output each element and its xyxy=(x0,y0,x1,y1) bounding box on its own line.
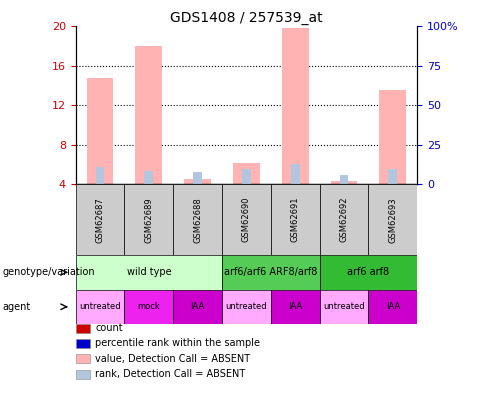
Bar xyxy=(124,184,173,255)
Text: untreated: untreated xyxy=(225,302,267,311)
Bar xyxy=(124,290,173,324)
Text: untreated: untreated xyxy=(323,302,365,311)
Bar xyxy=(184,179,211,184)
Text: IAA: IAA xyxy=(288,302,303,311)
Bar xyxy=(388,169,397,184)
Bar xyxy=(320,255,417,290)
Text: IAA: IAA xyxy=(190,302,205,311)
Bar xyxy=(144,171,153,184)
Bar xyxy=(368,184,417,255)
Title: GDS1408 / 257539_at: GDS1408 / 257539_at xyxy=(170,11,323,25)
Text: arf6 arf8: arf6 arf8 xyxy=(347,267,389,277)
Bar xyxy=(320,290,368,324)
Text: GSM62691: GSM62691 xyxy=(291,197,300,243)
Text: wild type: wild type xyxy=(126,267,171,277)
Bar xyxy=(87,78,114,184)
Bar xyxy=(173,184,222,255)
Text: IAA: IAA xyxy=(386,302,400,311)
Bar xyxy=(380,90,407,184)
Bar xyxy=(136,46,163,184)
Text: percentile rank within the sample: percentile rank within the sample xyxy=(95,339,260,348)
Bar xyxy=(96,166,104,184)
Text: genotype/variation: genotype/variation xyxy=(2,267,95,277)
Bar xyxy=(340,175,348,184)
Bar xyxy=(222,290,271,324)
Text: GSM62693: GSM62693 xyxy=(388,197,397,243)
Bar xyxy=(271,184,320,255)
Bar xyxy=(76,184,124,255)
Text: untreated: untreated xyxy=(79,302,121,311)
Text: value, Detection Call = ABSENT: value, Detection Call = ABSENT xyxy=(95,354,250,364)
Text: agent: agent xyxy=(2,302,31,312)
Bar xyxy=(233,162,260,184)
Text: GSM62687: GSM62687 xyxy=(96,197,104,243)
Bar xyxy=(173,290,222,324)
Text: GSM62692: GSM62692 xyxy=(340,197,348,243)
Bar xyxy=(291,164,300,184)
Text: rank, Detection Call = ABSENT: rank, Detection Call = ABSENT xyxy=(95,369,245,379)
Text: count: count xyxy=(95,323,123,333)
Text: arf6/arf6 ARF8/arf8: arf6/arf6 ARF8/arf8 xyxy=(224,267,318,277)
Bar xyxy=(271,290,320,324)
Bar xyxy=(76,290,124,324)
Bar xyxy=(222,255,320,290)
Bar xyxy=(331,181,358,184)
Bar xyxy=(76,255,222,290)
Bar xyxy=(320,184,368,255)
Bar xyxy=(222,184,271,255)
Bar xyxy=(242,169,251,184)
Text: GSM62690: GSM62690 xyxy=(242,197,251,243)
Text: GSM62689: GSM62689 xyxy=(144,197,153,243)
Bar xyxy=(368,290,417,324)
Text: mock: mock xyxy=(138,302,160,311)
Text: GSM62688: GSM62688 xyxy=(193,197,202,243)
Bar xyxy=(193,173,202,184)
Bar xyxy=(282,28,309,184)
